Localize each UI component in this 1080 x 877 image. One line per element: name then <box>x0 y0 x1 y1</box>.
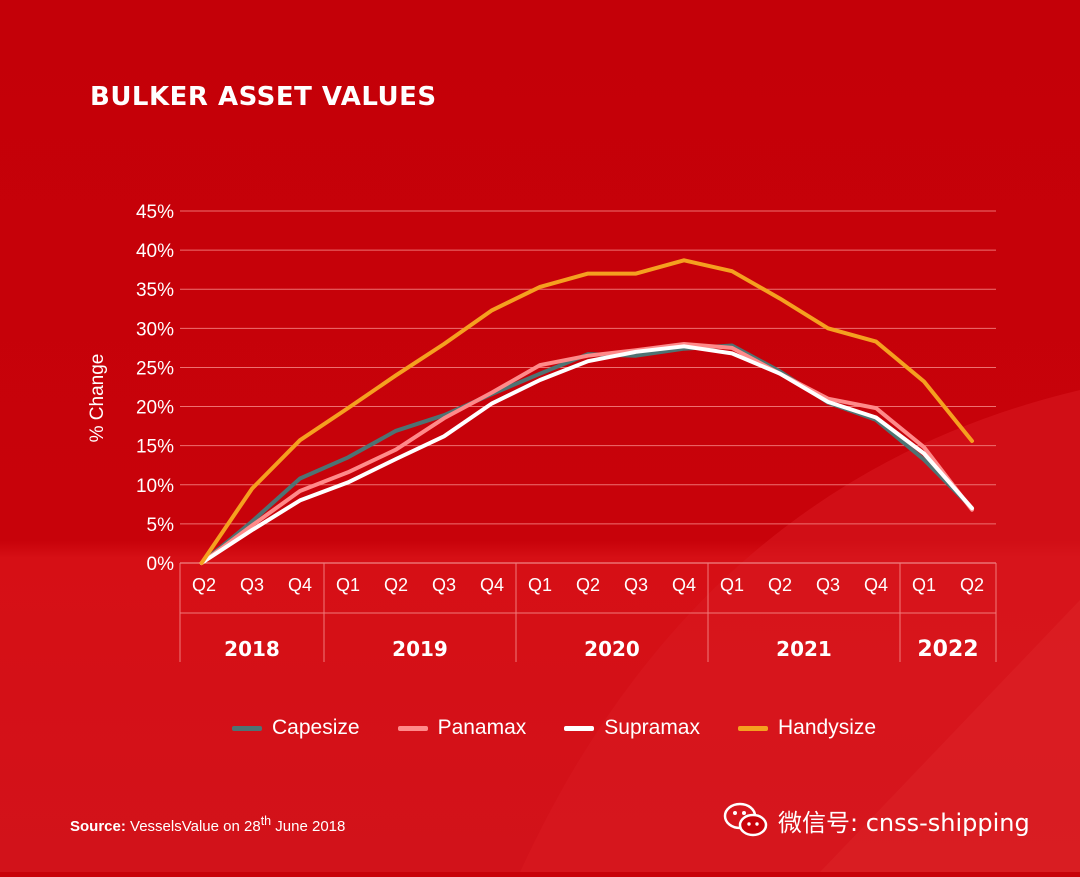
wechat-icon <box>723 802 768 837</box>
legend-item-panamax: Panamax <box>397 716 527 740</box>
source-label: Source: <box>70 818 126 835</box>
source-text: VesselsValue on 28 <box>130 818 261 835</box>
x-tick-label: Q2 <box>768 575 792 595</box>
series-line-capesize <box>199 343 974 565</box>
legend-swatch <box>738 725 768 731</box>
x-year-label: 2021 <box>776 637 832 661</box>
x-tick-label: Q2 <box>960 575 984 595</box>
x-tick-label: Q1 <box>336 575 360 595</box>
x-tick-label: Q3 <box>240 575 264 595</box>
y-tick-label: 10% <box>136 476 174 497</box>
x-tick-label: Q2 <box>192 575 216 595</box>
x-tick-label: Q2 <box>576 575 600 595</box>
x-tick-label: Q3 <box>816 575 840 595</box>
series-line-handysize <box>199 258 974 565</box>
watermark: 微信号: cnss-shipping <box>722 800 1030 840</box>
x-tick-label: Q4 <box>480 575 504 595</box>
x-tick-label: Q4 <box>864 575 888 595</box>
legend-item-capesize: Capesize <box>232 716 360 740</box>
y-tick-label: 45% <box>136 202 174 223</box>
series-line-panamax <box>199 342 974 565</box>
x-tick-label: Q1 <box>720 575 744 595</box>
source-tail: June 2018 <box>271 818 346 835</box>
x-tick-label: Q3 <box>624 575 648 595</box>
y-tick-label: 15% <box>136 437 174 458</box>
y-tick-label: 25% <box>136 358 174 379</box>
legend-label: Capesize <box>272 716 360 739</box>
series-line-supramax <box>199 344 974 565</box>
x-year-label: 2019 <box>392 637 448 661</box>
source-note: Source: VesselsValue on 28th June 2018 <box>70 814 345 835</box>
x-tick-label: Q3 <box>432 575 456 595</box>
legend-label: Supramax <box>604 716 700 739</box>
y-tick-label: 35% <box>136 280 174 301</box>
legend-item-handysize: Handysize <box>738 716 876 740</box>
x-tick-label: Q4 <box>672 575 696 595</box>
x-year-label: 2022 <box>917 637 978 662</box>
chart-title: BULKER ASSET VALUES <box>90 82 437 112</box>
source-sup: th <box>260 814 272 828</box>
legend: Capesize Panamax Supramax Handysize <box>232 716 876 740</box>
legend-label: Handysize <box>778 716 877 739</box>
y-tick-label: 30% <box>136 319 174 340</box>
y-tick-label: 5% <box>147 515 175 536</box>
x-tick-label: Q2 <box>384 575 408 595</box>
x-tick-label: Q1 <box>912 575 936 595</box>
x-year-label: 2018 <box>224 637 280 661</box>
legend-swatch <box>397 725 428 731</box>
legend-label: Panamax <box>437 716 527 739</box>
legend-swatch <box>564 725 595 731</box>
y-tick-label: 0% <box>147 554 175 575</box>
legend-item-supramax: Supramax <box>564 716 700 740</box>
watermark-text: 微信号: cnss-shipping <box>778 808 1030 837</box>
y-tick-label: 20% <box>136 398 174 419</box>
y-tick-label: 40% <box>136 241 174 262</box>
x-tick-label: Q1 <box>528 575 552 595</box>
legend-swatch <box>232 725 262 731</box>
x-tick-label: Q4 <box>288 575 312 595</box>
x-year-label: 2020 <box>584 637 640 661</box>
